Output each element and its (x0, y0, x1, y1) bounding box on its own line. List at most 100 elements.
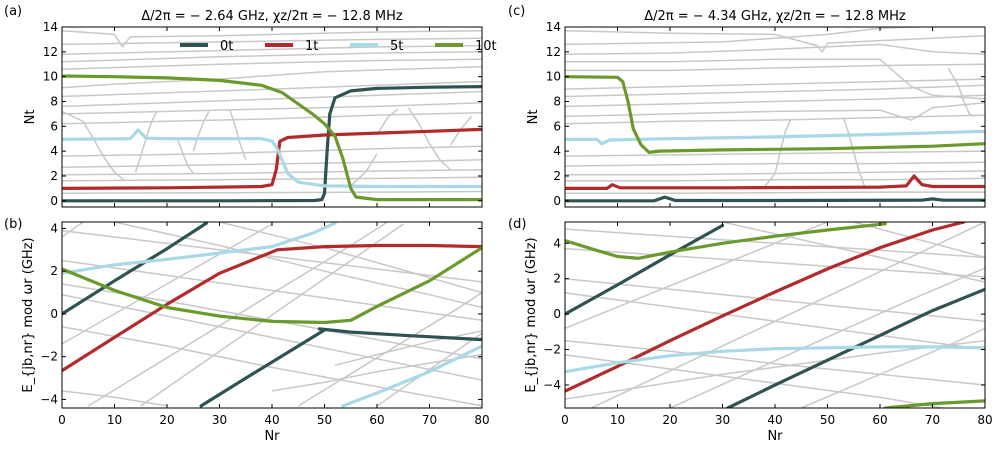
axes-frame-a (61, 26, 483, 208)
xtick-label-b: 80 (474, 413, 489, 427)
ytick-label-b: −2 (40, 350, 58, 364)
panel-b: (b) E_{jb,nr} mod ωr (GHz) Nr 0 10 20 30 40 5… (4, 217, 490, 444)
background-curve-a-8 (62, 101, 482, 115)
series-line-5t-b-0 (62, 222, 337, 275)
background-curve-a-15 (62, 110, 126, 182)
background-curve-b-12 (219, 222, 482, 294)
background-curve-c-5 (565, 78, 985, 90)
xtick-label-b: 60 (369, 413, 384, 427)
xtick-label-d: 30 (715, 413, 730, 427)
ytick-label-c: 8 (553, 94, 561, 108)
background-curve-d-5 (565, 354, 944, 408)
ytick-label-c: 6 (553, 119, 561, 133)
background-curve-a-4 (62, 58, 482, 70)
xtick-label-b: 20 (159, 413, 174, 427)
legend: 0t 1t 5t 10t (180, 39, 497, 54)
ytick-label-d: 2 (553, 272, 561, 286)
ylabel-b: E_{jb,nr} mod ωr (GHz) (21, 237, 36, 392)
series-line-1t-c-0 (565, 174, 985, 190)
background-curve-d-8 (669, 267, 985, 408)
background-curve-c-4 (565, 63, 985, 72)
ticks-d: 0 10 20 30 40 50 60 70 80 −4 −2 0 2 4 (543, 222, 993, 427)
series-line-0t-b-1 (199, 328, 327, 408)
ytick-label-d: −4 (543, 378, 561, 392)
series-curves-a (62, 74, 482, 203)
background-curve-d-2 (565, 277, 985, 322)
background-curve-b-5 (62, 390, 168, 407)
background-curve-a-18 (192, 111, 210, 152)
background-curve-c-13 (565, 177, 985, 182)
background-curve-c-7 (565, 94, 985, 108)
axes-frame-d (564, 221, 986, 409)
background-curves-c (565, 27, 985, 195)
background-curve-d-6 (565, 222, 828, 329)
legend-label-10t: 10t (475, 39, 497, 54)
background-curve-a-7 (62, 90, 482, 108)
background-curve-d-7 (590, 222, 985, 408)
legend-label-1t: 1t (305, 39, 318, 54)
background-curve-a-3 (62, 51, 482, 63)
background-curve-b-14 (334, 330, 482, 366)
axes-frame-b (61, 221, 483, 409)
background-curve-c-3 (565, 58, 985, 100)
xtick-label-b: 50 (317, 413, 332, 427)
panel-c: (c) Δ/2π = − 4.34 GHz, χz/2π = − 12.8 MH… (508, 4, 986, 208)
background-curve-a-20 (350, 153, 378, 187)
background-curve-b-15 (271, 353, 482, 392)
series-line-10t-c-0 (565, 75, 985, 154)
ytick-label-c: 14 (546, 20, 561, 34)
background-curve-a-12 (62, 169, 482, 176)
chart-title-c: Δ/2π = − 4.34 GHz, χz/2π = − 12.8 MHz (644, 9, 906, 24)
background-curve-d-11 (853, 222, 985, 259)
background-curve-c-15 (763, 118, 792, 188)
panel-label-b: (b) (4, 217, 22, 232)
ytick-label-a: 0 (50, 194, 58, 208)
background-curve-c-14 (565, 191, 985, 195)
ytick-label-b: −4 (40, 392, 58, 406)
background-curve-c-2 (565, 43, 985, 56)
ytick-label-a: 8 (50, 94, 58, 108)
ytick-label-c: 0 (553, 194, 561, 208)
series-line-10t-a-0 (62, 74, 482, 202)
xtick-label-d: 70 (925, 413, 940, 427)
background-curve-a-21 (376, 108, 399, 136)
series-line-10t-d-1 (883, 399, 985, 408)
xtick-label-b: 70 (422, 413, 437, 427)
background-curve-a-17 (176, 138, 194, 174)
ytick-label-a: 4 (50, 144, 58, 158)
background-curve-c-1 (565, 27, 936, 46)
panel-a: (a) Δ/2π = − 2.64 GHz, χz/2π = − 12.8 MH… (4, 4, 497, 208)
series-line-1t-d-0 (565, 222, 966, 393)
series-line-0t-b-2 (317, 327, 482, 342)
ylabel-d: E_{jb,nr} mod ωr (GHz) (524, 237, 539, 392)
background-curve-a-11 (62, 159, 482, 169)
xtick-label-d: 50 (820, 413, 835, 427)
ticks-c: 0 2 4 6 8 10 12 14 (546, 20, 986, 208)
background-curve-b-1 (62, 259, 482, 322)
background-curve-c-17 (947, 67, 975, 118)
series-curves-d (565, 222, 985, 408)
background-curve-c-9 (565, 114, 985, 125)
background-curve-b-7 (62, 223, 273, 345)
xtick-label-d: 80 (977, 413, 992, 427)
background-curve-a-10 (62, 145, 482, 157)
background-curve-a-0 (62, 29, 482, 49)
background-curve-a-22 (407, 107, 452, 171)
series-curves-c (565, 75, 985, 203)
ytick-label-b: 4 (50, 221, 58, 235)
series-line-1t-b-0 (62, 243, 482, 373)
xtick-label-b: 30 (212, 413, 227, 427)
background-curve-c-10 (565, 150, 985, 157)
background-curve-c-6 (565, 84, 985, 98)
xtick-label-d: 20 (662, 413, 677, 427)
background-curve-c-0 (565, 29, 985, 54)
ytick-label-d: 0 (553, 307, 561, 321)
series-line-0t-b-0 (62, 222, 208, 316)
background-curve-a-19 (229, 109, 247, 161)
ytick-label-b: 0 (50, 307, 58, 321)
series-line-10t-d-0 (565, 222, 887, 260)
xtick-label-d: 0 (561, 413, 569, 427)
background-curve-a-14 (62, 190, 482, 195)
background-curve-b-9 (140, 223, 404, 407)
